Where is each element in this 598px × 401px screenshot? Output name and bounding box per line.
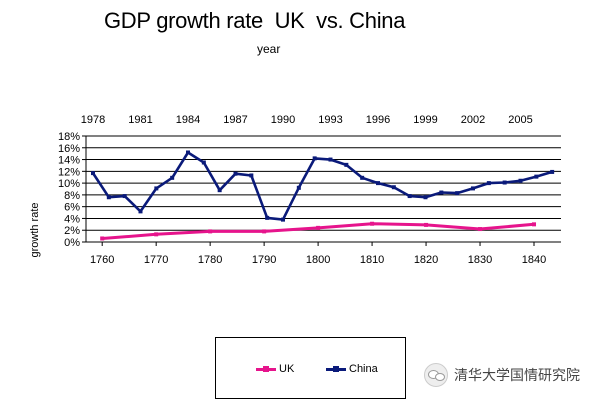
data-point-china-2007 bbox=[550, 169, 555, 174]
bottom-tick-label-2: 1780 bbox=[198, 254, 222, 266]
bottom-tick-label-7: 1830 bbox=[468, 254, 492, 266]
top-tick-label-2: 1984 bbox=[176, 114, 200, 126]
data-point-china-1990 bbox=[281, 217, 285, 222]
series-layer bbox=[91, 150, 555, 241]
data-point-china-1981 bbox=[138, 209, 143, 214]
data-point-uk-1770 bbox=[154, 232, 159, 237]
y-tick-label-3: 6% bbox=[64, 202, 80, 214]
data-point-china-1984 bbox=[186, 150, 190, 155]
bottom-x-axis-ticks: 1760 1770 1780 1790 1800 1810 1820 1830 1840 bbox=[90, 242, 546, 266]
data-point-china-1992 bbox=[312, 156, 317, 161]
data-point-china-1980 bbox=[122, 194, 127, 199]
data-point-china-1983 bbox=[170, 175, 175, 180]
data-point-china-2000 bbox=[439, 190, 444, 195]
top-tick-label-9: 2005 bbox=[508, 114, 532, 126]
legend-swatch-china bbox=[326, 365, 346, 372]
data-point-china-1991 bbox=[296, 185, 301, 190]
y-tick-label-7: 14% bbox=[58, 155, 80, 167]
data-point-china-1987 bbox=[233, 171, 238, 176]
watermark-text: 清华大学国情研究院 bbox=[454, 367, 580, 383]
data-point-china-1988 bbox=[249, 173, 254, 178]
data-point-china-2003 bbox=[486, 181, 491, 186]
data-point-china-1986 bbox=[217, 188, 222, 193]
top-tick-label-6: 1996 bbox=[366, 114, 390, 126]
data-point-uk-1840 bbox=[532, 222, 537, 227]
data-point-china-2002 bbox=[471, 186, 475, 191]
data-point-uk-1790 bbox=[262, 229, 267, 234]
top-tick-label-3: 1987 bbox=[223, 114, 247, 126]
data-point-china-1979 bbox=[106, 195, 111, 200]
top-tick-label-8: 2002 bbox=[461, 114, 485, 126]
data-point-china-1999 bbox=[423, 195, 428, 200]
data-point-uk-1820 bbox=[424, 222, 429, 227]
data-point-uk-1810 bbox=[370, 221, 375, 226]
data-point-china-2005 bbox=[518, 178, 523, 183]
bottom-tick-label-6: 1820 bbox=[414, 254, 438, 266]
legend-swatch-uk bbox=[256, 365, 276, 372]
bottom-tick-label-0: 1760 bbox=[90, 254, 114, 266]
data-point-china-1995 bbox=[360, 175, 365, 180]
top-tick-label-4: 1990 bbox=[271, 114, 295, 126]
data-point-china-1982 bbox=[154, 186, 159, 191]
data-point-uk-1800 bbox=[316, 225, 321, 230]
wechat-icon bbox=[424, 363, 448, 387]
y-tick-label-4: 8% bbox=[64, 190, 80, 202]
legend-item-uk: UK bbox=[256, 363, 294, 375]
data-point-china-2001 bbox=[455, 191, 460, 196]
watermark: 清华大学国情研究院 bbox=[424, 363, 580, 387]
y-tick-label-0: 0% bbox=[64, 237, 80, 249]
y-axis-ticks: 0%2%4%6%8%10%12%14%16%18% bbox=[58, 131, 86, 249]
data-point-uk-1830 bbox=[478, 227, 483, 232]
data-point-china-2004 bbox=[502, 180, 507, 185]
top-tick-label-1: 1981 bbox=[128, 114, 152, 126]
legend-label-china: China bbox=[349, 363, 378, 375]
data-point-uk-1760 bbox=[100, 236, 105, 241]
bottom-tick-label-8: 1840 bbox=[522, 254, 546, 266]
y-tick-label-5: 10% bbox=[58, 178, 80, 190]
data-point-china-1997 bbox=[391, 185, 396, 190]
chart-subtitle: year bbox=[257, 42, 281, 56]
data-point-china-1996 bbox=[376, 181, 380, 186]
y-tick-label-6: 12% bbox=[58, 166, 80, 178]
data-point-uk-1780 bbox=[208, 229, 213, 234]
data-point-china-1994 bbox=[344, 162, 349, 167]
top-tick-label-5: 1993 bbox=[318, 114, 342, 126]
bottom-tick-label-3: 1790 bbox=[252, 254, 276, 266]
chart-legend: UK China bbox=[215, 337, 406, 399]
y-tick-label-1: 2% bbox=[64, 225, 80, 237]
bottom-tick-label-1: 1770 bbox=[144, 254, 168, 266]
data-point-china-2006 bbox=[534, 174, 539, 179]
bottom-tick-label-5: 1810 bbox=[360, 254, 384, 266]
legend-label-uk: UK bbox=[279, 363, 295, 375]
data-point-china-1993 bbox=[328, 157, 333, 162]
data-point-china-1978 bbox=[91, 171, 95, 176]
y-tick-label-8: 16% bbox=[58, 143, 80, 155]
data-point-china-1998 bbox=[407, 194, 412, 199]
top-tick-label-0: 1978 bbox=[81, 114, 105, 126]
series-line-china bbox=[91, 151, 553, 221]
top-tick-label-7: 1999 bbox=[413, 114, 437, 126]
top-x-axis-ticks: 1978 1981 1984 1987 1990 1993 1996 1999 2002 2005 bbox=[81, 114, 533, 126]
bottom-tick-label-4: 1800 bbox=[306, 254, 330, 266]
chart-title: GDP growth rate UK vs. China bbox=[104, 8, 406, 33]
data-point-china-1989 bbox=[265, 215, 270, 220]
y-tick-label-9: 18% bbox=[58, 131, 80, 143]
y-axis-title: growth rate bbox=[29, 202, 41, 257]
y-tick-label-2: 4% bbox=[64, 213, 80, 225]
legend-item-china: China bbox=[326, 363, 378, 375]
data-point-china-1985 bbox=[201, 160, 206, 165]
